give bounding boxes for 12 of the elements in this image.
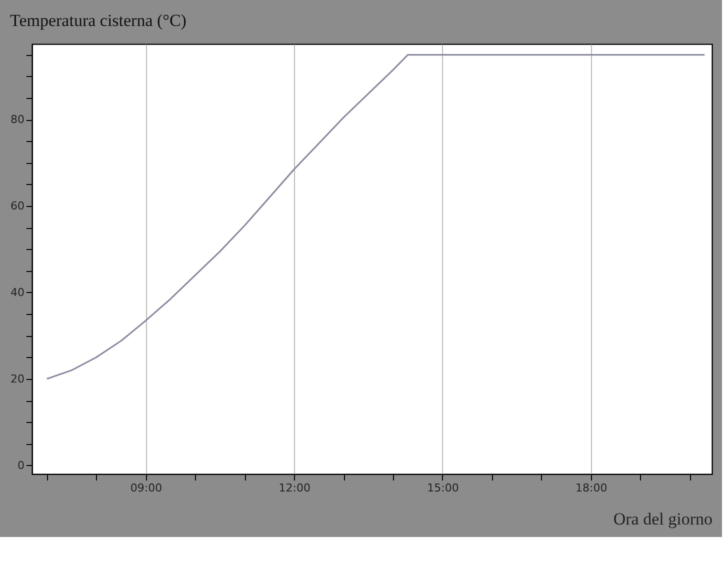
- y-tick-label: 20: [10, 372, 24, 386]
- chart-title: Temperatura cisterna (°C): [10, 11, 186, 30]
- y-tick-label: 60: [10, 200, 24, 213]
- y-tick-label: 0: [18, 458, 24, 472]
- line-series: [46, 54, 706, 380]
- y-tick-label: 40: [10, 286, 24, 299]
- y-tick-label: 80: [10, 113, 24, 126]
- x-tick-label: 12:00: [278, 482, 310, 494]
- x-tick-label: 09:00: [130, 482, 162, 494]
- x-tick-label: 15:00: [427, 482, 459, 494]
- x-axis-title: Ora del giorno: [613, 510, 712, 528]
- x-tick-label: 18:00: [575, 482, 608, 494]
